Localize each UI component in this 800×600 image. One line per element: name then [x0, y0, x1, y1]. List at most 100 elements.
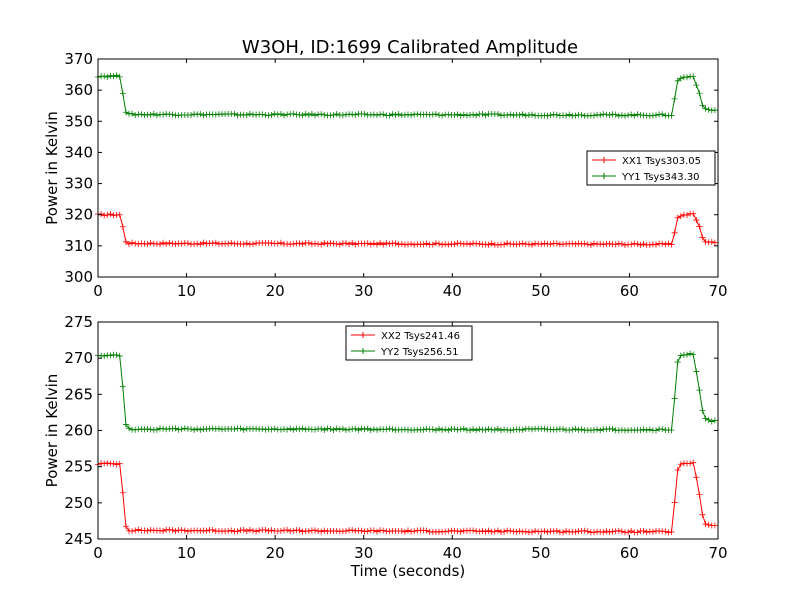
y-tick-label: 270 [64, 349, 93, 367]
data-point-marker [553, 527, 560, 534]
data-point-marker [333, 527, 340, 534]
y-tick-label: 275 [64, 313, 93, 331]
data-point-marker [507, 427, 514, 434]
data-point-marker [600, 111, 607, 118]
data-point-marker [485, 527, 492, 534]
data-point-marker [290, 240, 297, 247]
data-point-marker [693, 474, 700, 481]
data-point-marker [290, 110, 297, 117]
data-point-marker [119, 223, 126, 230]
data-point-marker [566, 111, 573, 118]
x-tick-label: 60 [620, 544, 639, 562]
data-point-marker [374, 112, 380, 119]
data-point-marker [215, 425, 222, 432]
data-point-marker [408, 112, 415, 119]
data-point-marker [352, 425, 359, 432]
data-point-marker [665, 529, 672, 536]
data-point-marker [460, 425, 467, 432]
data-point-marker [110, 73, 117, 80]
data-point-marker [405, 426, 411, 433]
data-point-marker [395, 241, 402, 248]
data-point-marker [587, 241, 594, 248]
data-point-marker [581, 527, 588, 534]
data-point-marker [147, 426, 154, 433]
data-point-marker [194, 425, 201, 432]
data-point-marker [584, 241, 591, 248]
data-point-marker [392, 111, 399, 118]
legend-swatch-marker [601, 173, 607, 179]
data-point-marker [194, 111, 201, 118]
data-point-marker [572, 528, 579, 535]
data-point-marker [225, 240, 232, 247]
data-point-marker [293, 425, 300, 432]
data-point-marker [677, 461, 684, 468]
data-point-marker [203, 527, 210, 534]
data-point-marker [507, 527, 514, 534]
data-point-marker [439, 112, 446, 119]
data-point-marker [327, 240, 334, 247]
data-point-marker [649, 112, 656, 119]
data-point-marker [392, 240, 399, 247]
data-point-marker [333, 240, 340, 247]
data-point-marker [169, 240, 176, 247]
data-point-marker [153, 112, 160, 119]
data-point-marker [284, 426, 291, 433]
data-point-marker [262, 526, 269, 533]
data-point-marker [677, 213, 684, 220]
data-point-marker [463, 240, 470, 247]
data-point-marker [649, 528, 656, 535]
data-point-marker [501, 528, 508, 535]
data-point-marker [129, 239, 136, 246]
data-point-marker [315, 528, 322, 535]
data-point-marker [708, 238, 715, 245]
data-point-marker [153, 426, 160, 433]
data-point-marker [659, 240, 666, 247]
x-tick-label: 20 [266, 282, 285, 300]
data-point-marker [188, 426, 194, 433]
data-point-marker [355, 427, 362, 434]
data-point-marker [153, 240, 160, 247]
data-point-marker [637, 427, 644, 434]
data-point-marker [563, 528, 570, 535]
data-point-marker [336, 426, 343, 433]
data-point-marker [274, 240, 281, 247]
data-point-marker [529, 529, 535, 536]
data-point-marker [494, 425, 501, 432]
data-point-marker [194, 240, 201, 247]
data-point-marker [677, 352, 684, 359]
data-point-marker [429, 426, 436, 433]
data-point-marker [358, 425, 365, 432]
x-tick-label: 70 [708, 282, 727, 300]
data-point-marker [690, 351, 697, 358]
data-point-marker [361, 426, 368, 433]
y-tick-label: 250 [64, 494, 93, 512]
data-point-marker [625, 112, 632, 119]
data-point-marker [482, 241, 489, 248]
data-point-marker [470, 111, 477, 118]
data-point-marker [550, 528, 557, 535]
data-point-marker [488, 240, 495, 247]
data-point-marker [101, 212, 108, 219]
data-point-marker [411, 241, 418, 248]
data-point-marker [364, 240, 371, 247]
data-point-marker [436, 425, 442, 432]
data-point-marker [386, 112, 393, 119]
data-point-marker [454, 528, 461, 535]
data-point-marker [343, 240, 349, 247]
data-point-marker [343, 426, 349, 433]
data-point-marker [101, 460, 108, 467]
data-point-marker [163, 240, 170, 247]
data-point-marker [346, 241, 353, 248]
series-1-1 [95, 210, 718, 249]
data-point-marker [104, 211, 111, 218]
data-point-marker [612, 241, 619, 248]
data-point-marker [560, 426, 566, 433]
data-point-marker [157, 527, 163, 534]
data-point-marker [615, 112, 622, 119]
data-point-marker [231, 426, 238, 433]
data-point-marker [541, 240, 548, 247]
data-point-marker [690, 459, 697, 466]
data-point-marker [711, 417, 718, 424]
figure-title: W3OH, ID:1699 Calibrated Amplitude [242, 37, 578, 58]
